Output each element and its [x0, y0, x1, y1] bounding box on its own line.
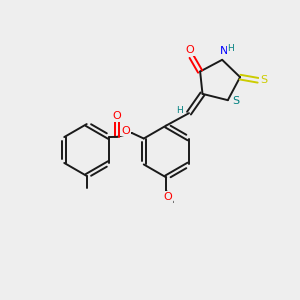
Text: O: O — [186, 45, 194, 55]
Text: H: H — [176, 106, 183, 115]
Text: O: O — [112, 111, 121, 121]
Text: O: O — [121, 126, 130, 136]
Text: O: O — [163, 192, 172, 202]
Text: S: S — [232, 96, 240, 106]
Text: S: S — [260, 75, 268, 85]
Text: N: N — [219, 46, 228, 56]
Text: H: H — [228, 44, 234, 53]
